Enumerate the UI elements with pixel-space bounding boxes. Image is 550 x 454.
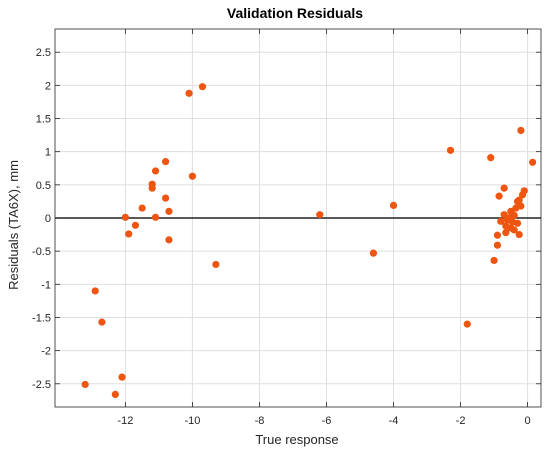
data-point	[162, 158, 170, 166]
data-point	[316, 211, 324, 219]
data-point	[91, 287, 99, 295]
data-point	[151, 167, 160, 175]
data-point	[389, 201, 398, 209]
data-point	[125, 230, 133, 238]
data-point	[497, 217, 505, 225]
data-point	[118, 373, 126, 381]
data-point	[463, 320, 471, 328]
x-tick-label: -10	[184, 415, 200, 427]
data-point	[98, 318, 106, 326]
x-tick-label: 0	[525, 415, 531, 427]
y-tick-label: 2.5	[36, 47, 51, 59]
data-point	[517, 126, 525, 135]
data-point	[151, 213, 160, 221]
data-point	[520, 187, 528, 195]
data-point	[185, 89, 193, 97]
data-points	[81, 83, 537, 398]
data-point	[212, 260, 220, 269]
data-point	[188, 172, 197, 180]
data-point	[510, 211, 518, 219]
x-tick-label: -4	[389, 415, 399, 427]
data-point	[111, 390, 119, 398]
y-tick-labels: 2.5 2 1.5 1 0.5 0 -0.5 -1 -1.5 -2 -2.5	[32, 47, 51, 391]
data-point	[515, 230, 523, 239]
data-point	[487, 154, 495, 162]
chart-title: Validation Residuals	[227, 5, 363, 21]
data-point	[513, 219, 522, 227]
x-tick-labels: -12 -10 -8 -6 -4 -2 0	[117, 415, 530, 427]
data-point	[510, 226, 518, 234]
data-point	[198, 83, 207, 91]
data-point	[81, 380, 89, 389]
y-tick-label: -2.5	[32, 379, 51, 391]
y-tick-label: -1	[41, 279, 51, 291]
data-point	[502, 228, 510, 237]
data-point	[121, 213, 129, 221]
y-tick-label: -0.5	[32, 246, 51, 258]
y-axis-label: Residuals (TA6X), mm	[6, 160, 21, 290]
y-tick-label: -1.5	[32, 312, 51, 324]
data-point	[515, 196, 523, 204]
data-point	[495, 192, 503, 200]
data-point	[138, 204, 146, 212]
data-point	[500, 184, 508, 192]
x-tick-label: -6	[322, 415, 332, 427]
data-point	[162, 194, 170, 202]
data-point	[493, 241, 502, 249]
y-tick-label: 2	[45, 80, 51, 92]
y-tick-label: 0	[45, 213, 51, 225]
y-tick-label: 0.5	[36, 180, 51, 192]
y-tick-label: 1	[45, 147, 51, 159]
data-point	[131, 221, 140, 229]
data-point	[165, 207, 173, 215]
data-point	[493, 231, 502, 239]
axes-frame	[54, 28, 542, 408]
y-tick-label: -2	[41, 346, 51, 358]
y-tick-label: 1.5	[36, 114, 51, 126]
data-point	[490, 256, 498, 265]
x-tick-label: -12	[117, 415, 133, 427]
data-point	[369, 249, 378, 257]
data-point	[517, 202, 525, 210]
x-axis-label: True response	[255, 432, 338, 447]
data-point	[446, 146, 455, 154]
data-point	[148, 184, 156, 192]
x-tick-label: -2	[456, 415, 466, 427]
data-point	[165, 236, 173, 244]
data-point	[529, 158, 537, 166]
x-tick-label: -8	[255, 415, 265, 427]
